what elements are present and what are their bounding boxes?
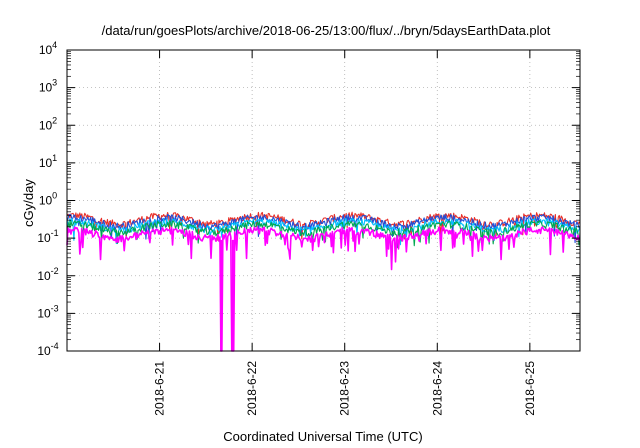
y-tick-label: 102 xyxy=(39,115,57,132)
series-line xyxy=(66,226,581,352)
y-tick-labels: 10-4 10-3 10-2 10-1 100 101 102 103 104 xyxy=(37,40,58,358)
y-tick-label: 10-2 xyxy=(37,266,58,283)
y-tick-label: 10-1 xyxy=(37,228,58,245)
x-tick-label: 2018-6-22 xyxy=(245,361,259,416)
x-tick-label: 2018-6-24 xyxy=(430,361,444,416)
x-axis-title: Coordinated Universal Time (UTC) xyxy=(223,429,422,444)
y-tick-label: 101 xyxy=(39,153,57,170)
x-tick-label: 2018-6-25 xyxy=(523,361,537,416)
y-tick-label: 104 xyxy=(39,40,57,57)
y-tick-label: 100 xyxy=(39,191,57,208)
grid-lines xyxy=(67,50,580,351)
y-tick-label: 10-4 xyxy=(37,341,58,358)
x-tick-label: 2018-6-21 xyxy=(153,361,167,416)
x-tick-label: 2018-6-23 xyxy=(338,361,352,416)
series-line xyxy=(66,220,581,249)
series-group xyxy=(66,211,581,352)
y-tick-label: 103 xyxy=(39,78,57,95)
x-tick-labels: 2018-6-21 2018-6-22 2018-6-23 2018-6-24 2018… xyxy=(153,361,537,416)
y-tick-label: 10-3 xyxy=(37,303,58,320)
y-axis-title: cGy/day xyxy=(21,179,36,227)
chart-title: /data/run/goesPlots/archive/2018-06-25/1… xyxy=(102,23,551,38)
tick-marks xyxy=(67,49,580,352)
